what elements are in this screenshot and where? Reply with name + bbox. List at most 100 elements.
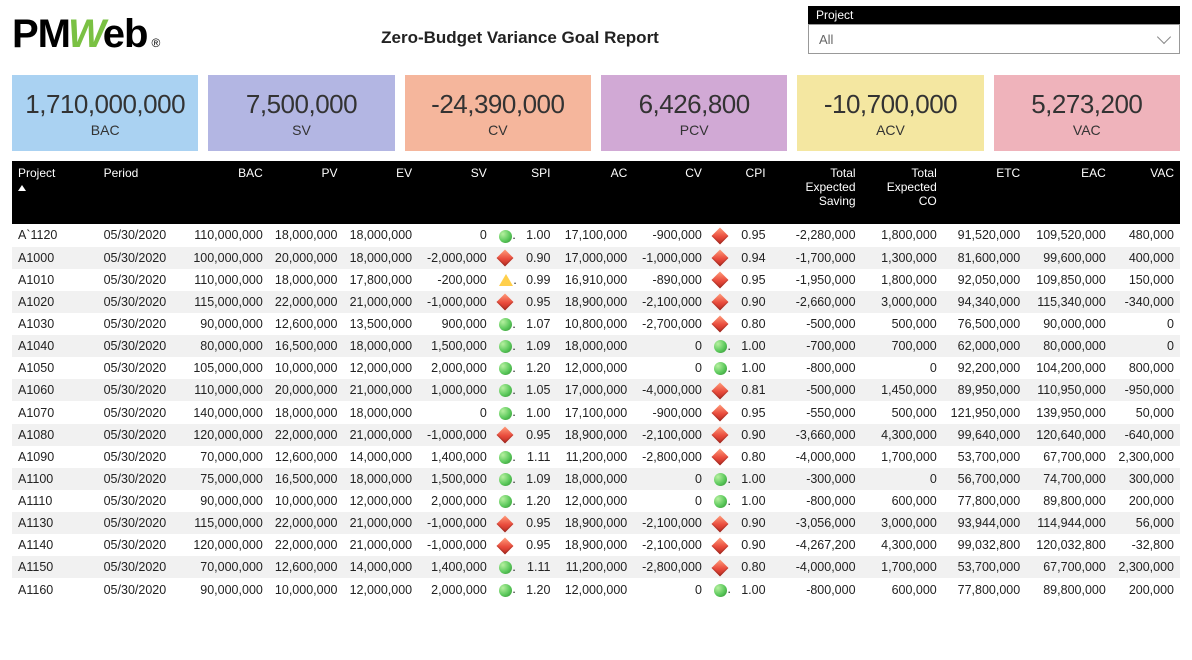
table-row[interactable]: A115005/30/202070,000,00012,600,00014,00… — [12, 556, 1180, 578]
cell-spi: 0.95 — [517, 534, 557, 556]
cell-spi: 1.00 — [517, 401, 557, 423]
cell-vac: -640,000 — [1112, 424, 1180, 446]
col-header-pv[interactable]: PV — [269, 161, 344, 224]
cell-sv: 1,500,000 — [418, 335, 493, 357]
cell-cpi: 0.80 — [732, 313, 772, 335]
table-row[interactable]: A114005/30/2020120,000,00022,000,00021,0… — [12, 534, 1180, 556]
kpi-card-acv[interactable]: -10,700,000ACV — [797, 75, 983, 151]
table-row[interactable]: A108005/30/2020120,000,00022,000,00021,0… — [12, 424, 1180, 446]
table-row[interactable]: A109005/30/202070,000,00012,600,00014,00… — [12, 446, 1180, 468]
table-row[interactable]: A103005/30/202090,000,00012,600,00013,50… — [12, 313, 1180, 335]
col-header-cpi[interactable]: CPI — [732, 161, 772, 224]
col-header-vac[interactable]: VAC — [1112, 161, 1180, 224]
cell-period: 05/30/2020 — [98, 291, 181, 313]
cell-cv_ind — [708, 379, 732, 401]
col-header-spi[interactable]: SPI — [517, 161, 557, 224]
cell-sv_ind — [493, 224, 517, 246]
cell-eac: 114,944,000 — [1026, 512, 1112, 534]
cell-cv: 0 — [633, 335, 708, 357]
cell-sv_ind — [493, 446, 517, 468]
cell-vac: 300,000 — [1112, 468, 1180, 490]
col-header-cv[interactable]: CV — [633, 161, 708, 224]
col-header-etc[interactable]: ETC — [943, 161, 1026, 224]
table-row[interactable]: A111005/30/202090,000,00010,000,00012,00… — [12, 490, 1180, 512]
cell-cv_ind — [708, 313, 732, 335]
cell-etc: 77,800,000 — [943, 578, 1026, 600]
cell-cpi: 0.90 — [732, 534, 772, 556]
cell-spi: 0.95 — [517, 512, 557, 534]
kpi-card-cv[interactable]: -24,390,000CV — [405, 75, 591, 151]
cell-ac: 18,000,000 — [556, 335, 633, 357]
cell-etc: 92,200,000 — [943, 357, 1026, 379]
kpi-label: PCV — [680, 122, 709, 138]
table-row[interactable]: A113005/30/2020115,000,00022,000,00021,0… — [12, 512, 1180, 534]
cell-cpi: 0.81 — [732, 379, 772, 401]
cell-period: 05/30/2020 — [98, 512, 181, 534]
col-header-ac[interactable]: AC — [556, 161, 633, 224]
table-row[interactable]: A102005/30/2020115,000,00022,000,00021,0… — [12, 291, 1180, 313]
indicator-good-icon — [714, 495, 727, 508]
cell-cv: -2,100,000 — [633, 512, 708, 534]
table-row[interactable]: A105005/30/2020105,000,00010,000,00012,0… — [12, 357, 1180, 379]
cell-pv: 18,000,000 — [269, 224, 344, 246]
cell-ev: 18,000,000 — [343, 401, 418, 423]
col-header-sv[interactable]: SV — [418, 161, 493, 224]
cell-sv: 900,000 — [418, 313, 493, 335]
chevron-down-icon — [1157, 30, 1171, 44]
cell-sv: 1,000,000 — [418, 379, 493, 401]
col-header-bac[interactable]: BAC — [181, 161, 269, 224]
col-header-eac[interactable]: EAC — [1026, 161, 1112, 224]
cell-tes: -4,000,000 — [772, 446, 862, 468]
table-row[interactable]: A110005/30/202075,000,00016,500,00018,00… — [12, 468, 1180, 490]
table-row[interactable]: A116005/30/202090,000,00010,000,00012,00… — [12, 578, 1180, 600]
kpi-card-vac[interactable]: 5,273,200VAC — [994, 75, 1180, 151]
project-filter-select[interactable]: All — [808, 24, 1180, 54]
table-row[interactable]: A107005/30/2020140,000,00018,000,00018,0… — [12, 401, 1180, 423]
indicator-bad-icon — [711, 560, 728, 577]
col-header-tes[interactable]: Total Expected Saving — [772, 161, 862, 224]
col-header-ev[interactable]: EV — [343, 161, 418, 224]
cell-period: 05/30/2020 — [98, 578, 181, 600]
table-row[interactable]: A104005/30/202080,000,00016,500,00018,00… — [12, 335, 1180, 357]
indicator-good-icon — [714, 362, 727, 375]
col-header-project[interactable]: Project — [12, 161, 98, 224]
cell-pv: 10,000,000 — [269, 357, 344, 379]
cell-cpi: 0.95 — [732, 224, 772, 246]
cell-eac: 109,850,000 — [1026, 269, 1112, 291]
col-header-teco[interactable]: Total Expected CO — [862, 161, 943, 224]
cell-ev: 18,000,000 — [343, 224, 418, 246]
kpi-card-pcv[interactable]: 6,426,800PCV — [601, 75, 787, 151]
cell-bac: 75,000,000 — [181, 468, 269, 490]
table-row[interactable]: A100005/30/2020100,000,00020,000,00018,0… — [12, 247, 1180, 269]
cell-sv_ind — [493, 468, 517, 490]
kpi-card-sv[interactable]: 7,500,000SV — [208, 75, 394, 151]
cell-vac: -340,000 — [1112, 291, 1180, 313]
col-header-sv_ind[interactable] — [493, 161, 517, 224]
cell-pv: 12,600,000 — [269, 556, 344, 578]
cell-ac: 18,900,000 — [556, 424, 633, 446]
cell-project: A`1120 — [12, 224, 98, 246]
indicator-bad-icon — [496, 294, 513, 311]
cell-cv: 0 — [633, 357, 708, 379]
cell-spi: 1.20 — [517, 578, 557, 600]
cell-etc: 76,500,000 — [943, 313, 1026, 335]
kpi-card-bac[interactable]: 1,710,000,000BAC — [12, 75, 198, 151]
cell-cv: -900,000 — [633, 401, 708, 423]
cell-spi: 1.00 — [517, 224, 557, 246]
table-row[interactable]: A101005/30/2020110,000,00018,000,00017,8… — [12, 269, 1180, 291]
cell-project: A1140 — [12, 534, 98, 556]
cell-cv: -2,700,000 — [633, 313, 708, 335]
cell-tes: -550,000 — [772, 401, 862, 423]
col-header-cv_ind[interactable] — [708, 161, 732, 224]
table-row[interactable]: A106005/30/2020110,000,00020,000,00021,0… — [12, 379, 1180, 401]
cell-cv: -2,100,000 — [633, 291, 708, 313]
col-header-period[interactable]: Period — [98, 161, 181, 224]
cell-spi: 0.95 — [517, 291, 557, 313]
cell-ev: 12,000,000 — [343, 578, 418, 600]
table-header-row: ProjectPeriodBACPVEVSVSPIACCVCPITotal Ex… — [12, 161, 1180, 224]
cell-cv: -900,000 — [633, 224, 708, 246]
cell-ev: 21,000,000 — [343, 291, 418, 313]
cell-cv_ind — [708, 357, 732, 379]
indicator-good-icon — [499, 362, 512, 375]
table-row[interactable]: A`112005/30/2020110,000,00018,000,00018,… — [12, 224, 1180, 246]
